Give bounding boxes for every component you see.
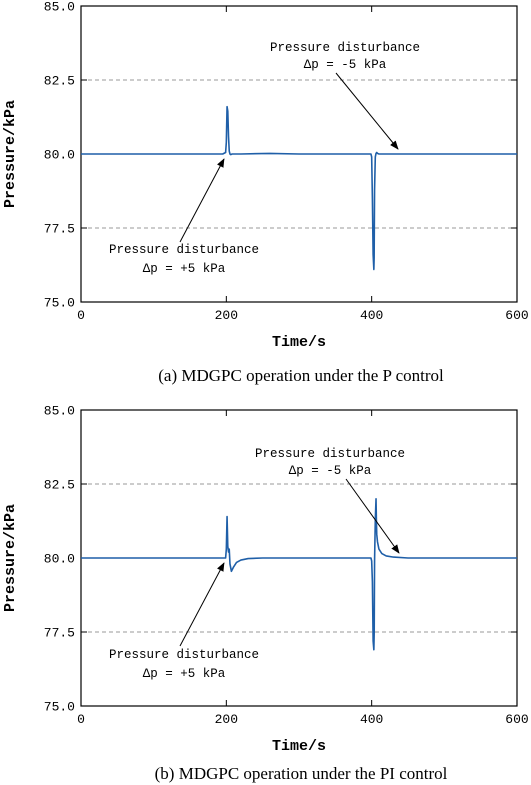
chart-panel-a: 0 200 400 600 75.0 77.5 80.0 82.5 85.0 Pressure … [2, 0, 529, 385]
annotation-top-line1: Pressure disturbance [270, 41, 420, 55]
x-tick-label: 200 [215, 308, 238, 323]
pressure-series-line [81, 105, 517, 271]
annotation-top-arrow [345, 478, 400, 554]
y-tick-label: 85.0 [44, 0, 75, 15]
y-tick-label: 75.0 [44, 700, 75, 715]
y-tick-label: 82.5 [44, 74, 75, 89]
annotation-top-line1: Pressure disturbance [255, 447, 405, 461]
annotation-top-line2: Δp = -5 kPa [304, 58, 387, 72]
caption-b: (b) MDGPC operation under the PI control [155, 764, 448, 783]
x-tick-label: 0 [77, 712, 85, 727]
annotation-bottom-line2: Δp = +5 kPa [143, 667, 226, 681]
x-axis-title: Time/s [272, 738, 326, 755]
x-tick-label: 200 [215, 712, 238, 727]
y-tick-label: 85.0 [44, 404, 75, 419]
x-tick-label: 600 [505, 712, 528, 727]
y-tick-label: 82.5 [44, 478, 75, 493]
x-tick-label: 600 [505, 308, 528, 323]
y-tick-label: 80.0 [44, 552, 75, 567]
annotation-bottom-arrow [179, 562, 225, 647]
y-axis-title: Pressure/kPa [2, 504, 19, 612]
pressure-series-line [81, 498, 517, 651]
x-tick-label: 400 [360, 308, 383, 323]
x-axis-title: Time/s [272, 334, 326, 351]
annotation-bottom-line1: Pressure disturbance [109, 243, 259, 257]
x-tick-label: 0 [77, 308, 85, 323]
y-tick-label: 77.5 [44, 222, 75, 237]
chart-panel-b: 0 200 400 600 75.0 77.5 80.0 82.5 85.0 Pressure … [2, 404, 529, 784]
annotation-bottom-line2: Δp = +5 kPa [143, 262, 226, 276]
annotation-bottom-line1: Pressure disturbance [109, 648, 259, 662]
annotation-top-line2: Δp = -5 kPa [289, 464, 372, 478]
annotation-top-arrow [335, 72, 399, 150]
y-tick-label: 80.0 [44, 148, 75, 163]
y-tick-label: 75.0 [44, 296, 75, 311]
y-axis-title: Pressure/kPa [2, 100, 19, 208]
x-tick-label: 400 [360, 712, 383, 727]
annotation-bottom-arrow [179, 158, 225, 243]
caption-a: (a) MDGPC operation under the P control [158, 366, 444, 385]
y-tick-label: 77.5 [44, 626, 75, 641]
